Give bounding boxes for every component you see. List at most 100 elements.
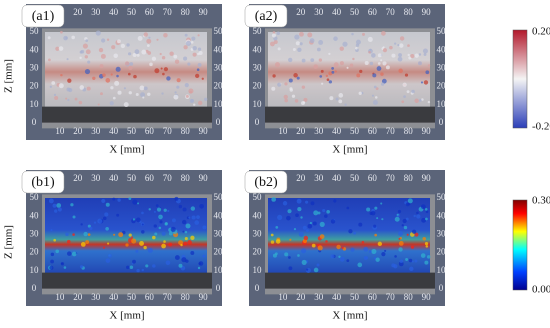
texture [184, 237, 188, 241]
texture [385, 65, 390, 70]
texture [321, 82, 324, 85]
texture [274, 62, 280, 68]
colorbar-min: -0.20 [532, 121, 550, 133]
y-tick-left: 40 [30, 210, 40, 220]
y-tick-left: 30 [253, 228, 263, 238]
texture [422, 236, 427, 241]
texture [358, 222, 363, 227]
support [42, 106, 212, 123]
texture [375, 87, 379, 91]
texture [277, 47, 281, 51]
texture [282, 201, 288, 206]
x-tick-bottom: 80 [181, 292, 191, 302]
texture [99, 64, 104, 69]
texture [190, 235, 195, 240]
texture [109, 101, 114, 106]
panel-label-box [21, 170, 65, 194]
texture [402, 218, 407, 224]
texture [289, 238, 292, 241]
texture [204, 97, 208, 101]
texture [142, 96, 145, 99]
texture [182, 207, 187, 212]
texture [272, 31, 276, 34]
panel-label-box [21, 4, 65, 28]
texture [183, 56, 188, 61]
texture [70, 203, 74, 207]
texture [406, 90, 410, 94]
x-axis-label: X [mm] [332, 310, 367, 322]
texture [182, 219, 187, 225]
x-tick-top: 70 [386, 173, 396, 183]
texture [190, 251, 195, 255]
texture [196, 215, 200, 220]
texture [344, 103, 347, 106]
texture [335, 97, 339, 101]
y-tick-right: 20 [214, 247, 224, 257]
texture [195, 73, 200, 79]
texture [155, 204, 159, 207]
texture [346, 66, 349, 69]
y-tick-left: 30 [30, 228, 40, 238]
texture [146, 38, 152, 44]
y-tick-right: 40 [437, 210, 447, 220]
texture [168, 242, 173, 247]
texture [160, 67, 163, 70]
texture [301, 248, 307, 254]
texture [372, 73, 377, 78]
texture [72, 215, 76, 219]
texture [330, 254, 335, 259]
y-tick-right: 40 [214, 44, 224, 54]
texture [135, 249, 139, 253]
texture [107, 253, 112, 258]
x-tick-bottom: 90 [199, 126, 209, 136]
texture [151, 56, 157, 61]
y-tick-left: 50 [30, 192, 40, 202]
y-tick-right: 40 [214, 210, 224, 220]
y-tick-left: 10 [30, 99, 40, 109]
x-tick-bottom: 70 [163, 292, 173, 302]
texture [380, 59, 383, 62]
texture [58, 83, 64, 89]
texture [369, 48, 372, 51]
texture [193, 103, 196, 106]
x-tick-top: 50 [350, 173, 360, 183]
texture [82, 43, 88, 49]
x-tick-top: 40 [109, 173, 119, 183]
texture [424, 260, 429, 265]
texture [370, 210, 376, 216]
texture [71, 251, 77, 257]
texture [143, 86, 148, 91]
texture [100, 92, 103, 96]
texture [197, 34, 200, 37]
texture [66, 58, 69, 61]
texture [50, 252, 55, 257]
texture [414, 53, 419, 58]
texture [399, 259, 404, 264]
texture [274, 252, 278, 256]
texture [336, 244, 341, 250]
texture [416, 211, 419, 215]
texture [316, 263, 320, 267]
texture [132, 199, 138, 205]
texture [338, 93, 344, 98]
x-tick-top: 80 [181, 173, 191, 183]
texture [397, 209, 402, 214]
y-tick-left: 20 [253, 81, 263, 91]
texture [132, 218, 136, 221]
texture [49, 265, 54, 270]
texture [325, 74, 329, 78]
texture [48, 58, 51, 62]
texture [79, 56, 82, 60]
texture [326, 209, 330, 214]
texture [118, 232, 124, 238]
texture [85, 240, 90, 245]
texture [404, 73, 409, 77]
texture [284, 98, 289, 103]
y-tick-left: 40 [253, 210, 263, 220]
texture [72, 233, 75, 236]
texture [309, 38, 315, 44]
texture [416, 214, 421, 219]
texture [427, 64, 431, 67]
texture [74, 97, 78, 101]
texture [152, 264, 156, 268]
